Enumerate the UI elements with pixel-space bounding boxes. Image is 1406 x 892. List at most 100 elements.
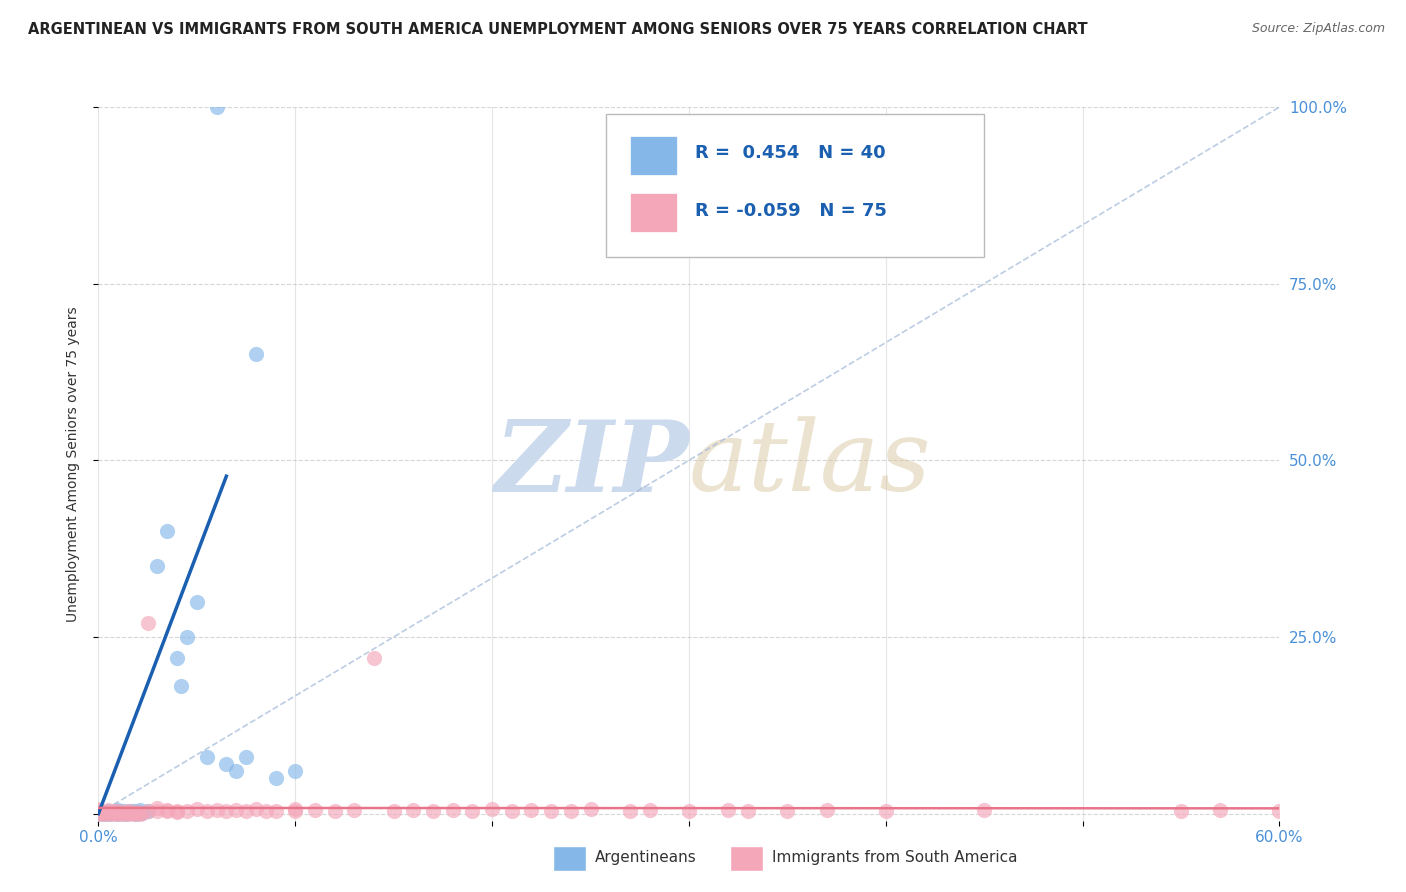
Point — [97, 803, 120, 817]
Point — [225, 803, 247, 817]
Point — [343, 803, 366, 817]
Point — [737, 804, 759, 818]
Text: Argentineans: Argentineans — [595, 850, 696, 865]
Point — [107, 803, 129, 817]
Point — [815, 803, 838, 817]
Text: Source: ZipAtlas.com: Source: ZipAtlas.com — [1251, 22, 1385, 36]
Point — [117, 805, 139, 819]
Point — [93, 806, 115, 821]
Point — [107, 805, 129, 820]
Point — [422, 805, 444, 819]
Point — [98, 806, 121, 821]
Point — [382, 804, 405, 818]
Text: R =  0.454   N = 40: R = 0.454 N = 40 — [695, 145, 886, 162]
Point — [441, 803, 464, 817]
Point — [560, 805, 582, 819]
Point — [176, 630, 198, 644]
Point — [520, 803, 543, 817]
Point — [121, 805, 143, 820]
Point — [97, 805, 120, 820]
FancyBboxPatch shape — [630, 136, 678, 175]
Point — [111, 805, 134, 820]
Text: Immigrants from South America: Immigrants from South America — [772, 850, 1017, 865]
Point — [215, 757, 238, 772]
Point — [638, 803, 661, 817]
Point — [105, 805, 128, 819]
Y-axis label: Unemployment Among Seniors over 75 years: Unemployment Among Seniors over 75 years — [66, 306, 80, 622]
Point — [101, 805, 124, 819]
Point — [131, 805, 153, 820]
Point — [186, 594, 208, 608]
Point — [166, 651, 188, 665]
FancyBboxPatch shape — [630, 193, 678, 232]
Point — [118, 805, 141, 820]
Point — [619, 804, 641, 818]
Point — [107, 806, 129, 821]
Point — [245, 802, 267, 816]
Point — [91, 805, 114, 820]
Point — [776, 805, 799, 819]
Point — [973, 803, 995, 817]
Text: R = -0.059   N = 75: R = -0.059 N = 75 — [695, 202, 887, 219]
Point — [136, 805, 159, 819]
Point — [146, 559, 169, 574]
Point — [264, 804, 287, 818]
Point — [87, 805, 110, 819]
Point — [96, 805, 118, 819]
Point — [103, 804, 125, 818]
Point — [98, 806, 121, 821]
Point — [170, 680, 193, 694]
Point — [97, 804, 120, 818]
Point — [146, 804, 169, 818]
Point — [125, 806, 148, 821]
Point — [96, 805, 118, 819]
Point — [205, 100, 228, 114]
Point — [540, 804, 562, 818]
Point — [107, 805, 129, 819]
Point — [115, 805, 138, 820]
Point — [115, 806, 138, 821]
Point — [205, 803, 228, 817]
Point — [461, 804, 484, 818]
Point — [93, 806, 115, 821]
Point — [1268, 804, 1291, 818]
Point — [186, 802, 208, 816]
Point — [166, 805, 188, 819]
Point — [402, 803, 425, 817]
Point — [678, 805, 700, 819]
Point — [195, 750, 218, 764]
Point — [254, 805, 277, 819]
Point — [111, 806, 134, 821]
Point — [117, 805, 139, 819]
Point — [103, 805, 125, 820]
Point — [121, 805, 143, 819]
Point — [501, 805, 523, 819]
Point — [101, 805, 124, 819]
FancyBboxPatch shape — [553, 846, 586, 871]
Point — [156, 524, 179, 538]
Text: ARGENTINEAN VS IMMIGRANTS FROM SOUTH AMERICA UNEMPLOYMENT AMONG SENIORS OVER 75 : ARGENTINEAN VS IMMIGRANTS FROM SOUTH AME… — [28, 22, 1088, 37]
Point — [103, 805, 125, 820]
Point — [87, 806, 110, 821]
Point — [156, 805, 179, 819]
Text: atlas: atlas — [689, 417, 932, 511]
Point — [97, 805, 120, 820]
Point — [363, 651, 385, 665]
Point — [215, 804, 238, 818]
Point — [481, 802, 503, 816]
Point — [108, 805, 131, 820]
FancyBboxPatch shape — [730, 846, 763, 871]
Point — [195, 805, 218, 819]
Point — [118, 804, 141, 818]
Point — [717, 803, 740, 817]
Point — [122, 805, 145, 819]
Point — [136, 615, 159, 630]
Point — [87, 805, 110, 819]
Point — [235, 805, 257, 819]
Point — [136, 805, 159, 819]
Point — [122, 806, 145, 821]
Point — [284, 802, 307, 816]
Point — [166, 805, 188, 819]
FancyBboxPatch shape — [606, 114, 984, 257]
Point — [87, 806, 110, 821]
